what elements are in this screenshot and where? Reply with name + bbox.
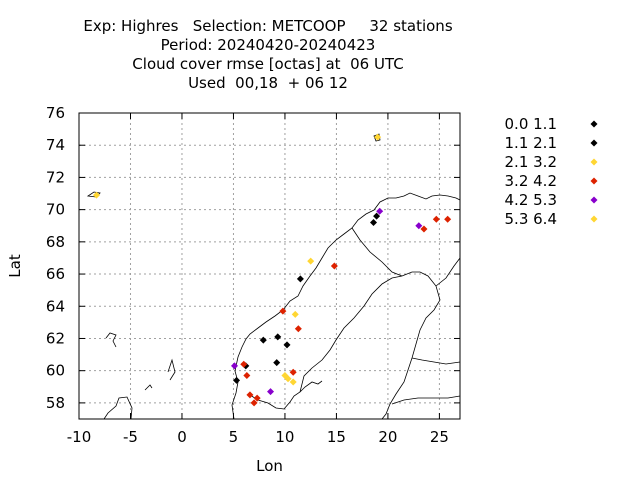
data-point-series-4 bbox=[294, 325, 302, 333]
x-tick-label: 20 bbox=[378, 428, 397, 446]
data-point-series-3 bbox=[93, 191, 101, 199]
legend: 0.0 1.11.1 2.12.1 3.23.2 4.24.2 5.35.3 6… bbox=[505, 115, 598, 228]
y-tick-label: 58 bbox=[46, 394, 65, 412]
x-tick-label: 0 bbox=[177, 428, 187, 446]
y-tick-label: 62 bbox=[46, 329, 65, 347]
data-point-series-4 bbox=[432, 215, 440, 223]
x-tick-label: 15 bbox=[327, 428, 346, 446]
legend-label: 1.1 2.1 bbox=[505, 134, 557, 152]
y-tick-label: 70 bbox=[46, 201, 65, 219]
plot-frame bbox=[78, 112, 461, 420]
data-points bbox=[93, 133, 452, 407]
data-point-series-2 bbox=[273, 359, 281, 367]
data-point-series-5 bbox=[376, 207, 384, 215]
y-axis-label: Lat bbox=[6, 254, 24, 278]
y-tick-label: 72 bbox=[46, 168, 65, 186]
legend-label: 4.2 5.3 bbox=[505, 191, 557, 209]
data-point-series-2 bbox=[274, 333, 282, 341]
y-tick-label: 74 bbox=[46, 136, 65, 154]
x-tick-label: 5 bbox=[229, 428, 239, 446]
title-line-4: Used 00,18 + 06 12 bbox=[188, 74, 348, 92]
data-point-series-2 bbox=[259, 336, 267, 344]
data-point-series-5 bbox=[267, 388, 275, 396]
data-point-series-4 bbox=[330, 262, 338, 270]
y-tick-label: 76 bbox=[46, 104, 65, 122]
x-tick-label: -5 bbox=[123, 428, 138, 446]
y-tick-label: 60 bbox=[46, 362, 65, 380]
data-point-series-4 bbox=[444, 215, 452, 223]
legend-marker bbox=[590, 139, 598, 147]
data-point-series-3 bbox=[374, 133, 382, 141]
legend-marker bbox=[590, 158, 598, 166]
y-tick-label: 68 bbox=[46, 233, 65, 251]
title-line-2: Period: 20240420-20240423 bbox=[160, 36, 376, 54]
data-point-series-4 bbox=[420, 225, 428, 233]
data-point-series-2 bbox=[373, 212, 381, 220]
data-point-series-4 bbox=[279, 307, 287, 315]
x-tick-label: -10 bbox=[67, 428, 92, 446]
legend-label: 3.2 4.2 bbox=[505, 172, 557, 190]
legend-label: 0.0 1.1 bbox=[505, 115, 557, 133]
data-point-series-4 bbox=[253, 394, 261, 402]
x-tick-label: 10 bbox=[275, 428, 294, 446]
title-line-3: Cloud cover rmse [octas] at 06 UTC bbox=[132, 55, 404, 73]
grid-lines bbox=[79, 113, 460, 419]
x-axis-label: Lon bbox=[256, 457, 283, 475]
legend-marker bbox=[590, 215, 598, 223]
data-point-series-4 bbox=[243, 372, 251, 380]
legend-label: 2.1 3.2 bbox=[505, 153, 557, 171]
data-point-series-4 bbox=[240, 360, 248, 368]
data-point-series-4 bbox=[246, 391, 254, 399]
y-tick-label: 64 bbox=[46, 297, 65, 315]
data-point-series-3 bbox=[307, 257, 315, 265]
legend-marker bbox=[590, 120, 598, 128]
data-point-series-2 bbox=[283, 341, 291, 349]
data-point-series-3 bbox=[291, 310, 299, 318]
legend-label: 5.3 6.4 bbox=[505, 210, 557, 228]
title-line-1: Exp: Highres Selection: METCOOP 32 stati… bbox=[83, 17, 453, 35]
data-point-series-3 bbox=[289, 378, 297, 386]
axes: -10 -5 0 5 10 15 20 25 58 60 62 64 66 68 70 72 74 76 Lon La… bbox=[6, 104, 461, 475]
data-point-series-4 bbox=[289, 368, 297, 376]
data-point-series-6 bbox=[281, 372, 289, 380]
data-point-series-2 bbox=[296, 275, 304, 283]
y-tick-label: 66 bbox=[46, 265, 65, 283]
coastline-map bbox=[86, 133, 461, 420]
chart-title: Exp: Highres Selection: METCOOP 32 stati… bbox=[0, 17, 536, 93]
legend-marker bbox=[590, 177, 598, 185]
x-tick-label: 25 bbox=[430, 428, 449, 446]
data-point-series-4 bbox=[250, 399, 258, 407]
data-point-series-2 bbox=[370, 219, 378, 227]
data-point-series-5 bbox=[415, 222, 423, 230]
legend-marker bbox=[590, 196, 598, 204]
data-point-series-2 bbox=[233, 376, 241, 384]
data-point-series-5 bbox=[230, 362, 238, 370]
